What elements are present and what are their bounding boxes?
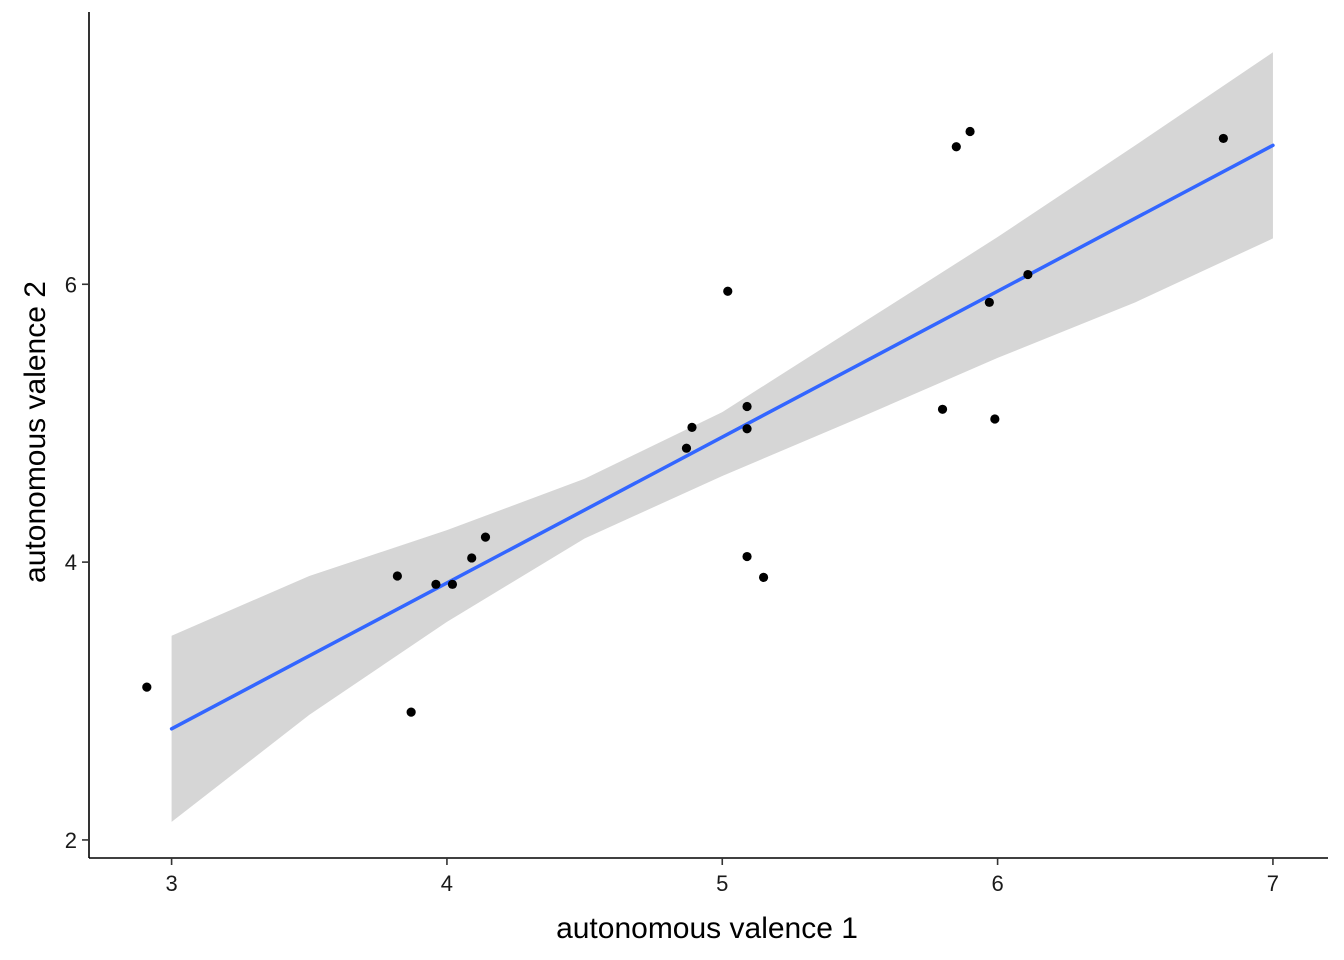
x-tick-label: 5 [716,871,728,896]
data-point [742,401,752,412]
y-axis-title: autonomous valence 2 [19,281,52,583]
data-point [687,422,697,432]
x-axis-title: autonomous valence 1 [556,912,858,945]
data-point [990,414,1000,424]
data-point [951,142,961,152]
data-points-layer [142,126,1228,717]
data-point [392,571,402,581]
data-point [1218,133,1228,144]
data-point [758,572,769,582]
data-point [742,551,752,562]
data-point [937,404,948,414]
regression-line [169,143,1275,731]
fit-line-layer [169,143,1275,731]
data-point [984,297,994,307]
data-point [431,579,441,589]
data-point [742,424,752,434]
data-point [723,286,733,296]
data-point [447,579,458,589]
data-point [681,443,692,453]
x-tick-label: 7 [1267,871,1279,896]
y-tick-label: 2 [65,828,77,853]
x-tick-label: 6 [991,871,1003,896]
data-point [142,682,152,692]
data-point [965,126,975,137]
axes-layer: 3 4 5 6 7 2 4 6 [65,12,1328,896]
data-point [467,553,477,563]
y-tick-label: 4 [65,550,77,575]
data-point [1023,269,1033,280]
y-tick-label: 6 [65,272,77,297]
x-tick-label: 3 [165,871,177,896]
x-tick-label: 4 [441,871,453,896]
data-point [480,532,491,542]
data-point [406,707,416,717]
